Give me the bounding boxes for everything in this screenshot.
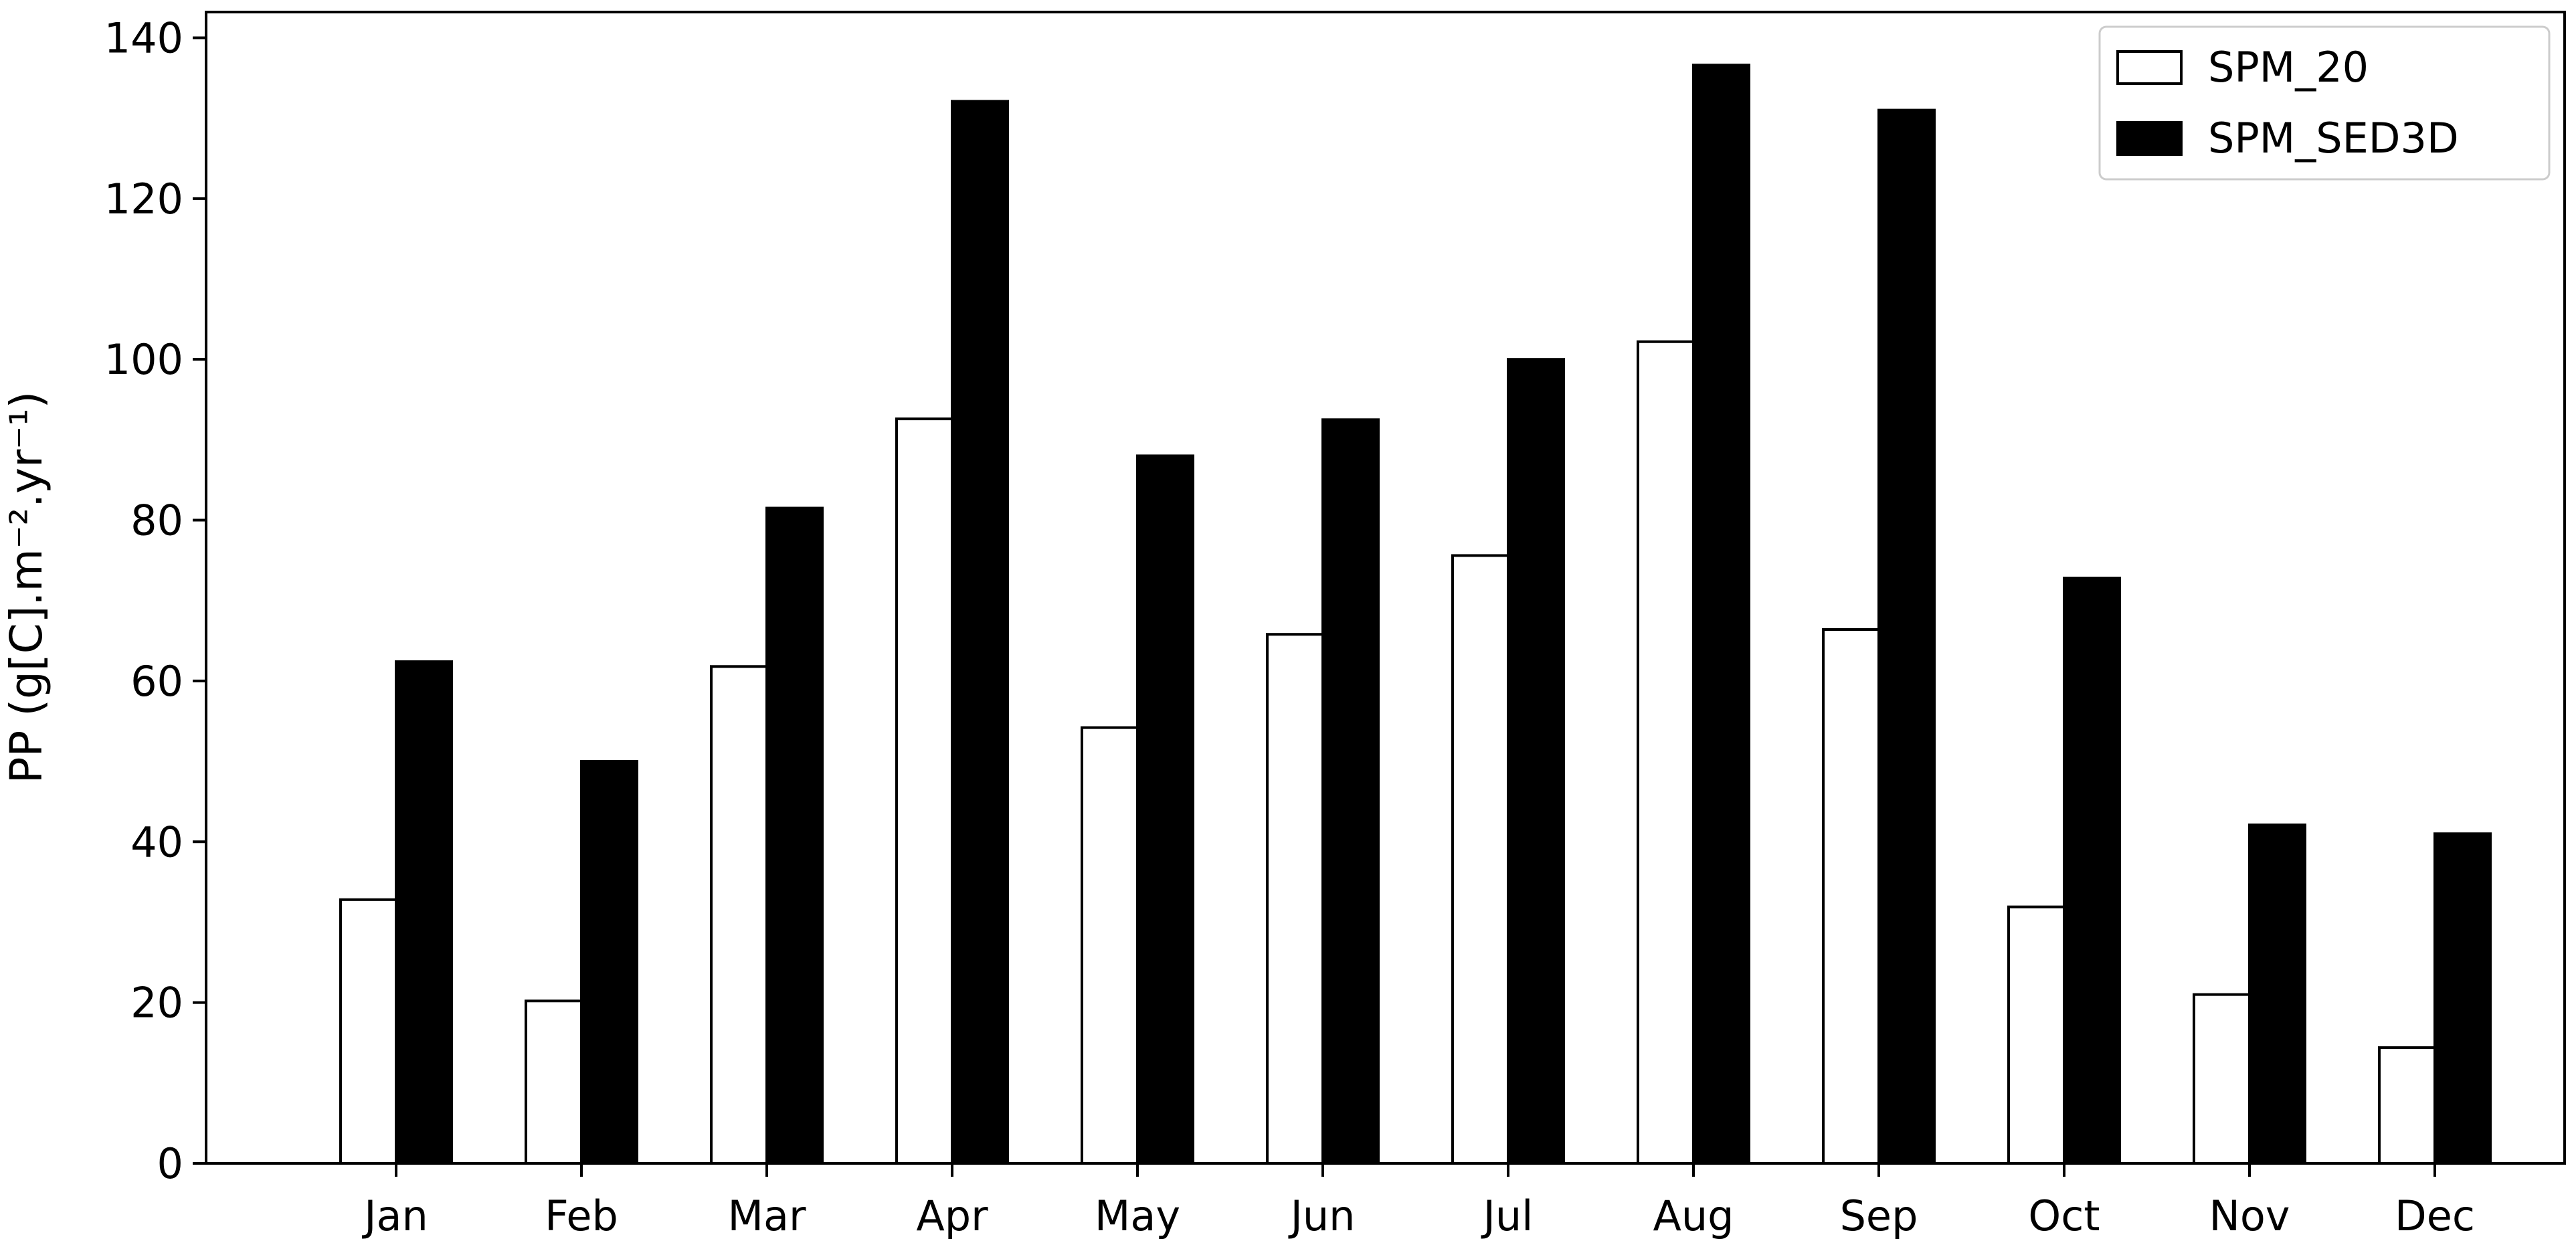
bar-spm-20-mar bbox=[710, 665, 768, 1165]
x-tick-label-jul: Jul bbox=[1481, 1191, 1534, 1240]
x-tick-label-jun: Jun bbox=[1288, 1191, 1356, 1240]
bar-spm-sed3d-nov bbox=[2248, 824, 2306, 1165]
y-axis-label: PP (g[C].m⁻².yr⁻¹) bbox=[1, 391, 52, 784]
bar-spm-sed3d-mar bbox=[765, 506, 824, 1165]
x-tick-label-feb: Feb bbox=[545, 1191, 618, 1240]
y-tick-label-120: 120 bbox=[104, 175, 183, 223]
bar-spm-sed3d-jan bbox=[395, 660, 453, 1165]
bar-spm-20-oct bbox=[2007, 905, 2065, 1165]
bar-spm-sed3d-dec bbox=[2433, 832, 2492, 1165]
bar-spm-20-apr bbox=[895, 417, 953, 1165]
legend: SPM_20 SPM_SED3D bbox=[2098, 25, 2551, 181]
x-tick-label-oct: Oct bbox=[2028, 1191, 2100, 1240]
x-tick-label-nov: Nov bbox=[2209, 1191, 2290, 1240]
bars-layer bbox=[339, 64, 2492, 1165]
bar-spm-20-jun bbox=[1266, 633, 1324, 1165]
legend-swatch-spm-sed3d bbox=[2116, 121, 2183, 156]
bar-spm-sed3d-may bbox=[1136, 454, 1194, 1165]
bar-spm-sed3d-feb bbox=[580, 760, 638, 1165]
bar-spm-20-jul bbox=[1451, 554, 1509, 1165]
bar-spm-sed3d-oct bbox=[2063, 577, 2121, 1165]
legend-frame bbox=[2098, 25, 2551, 181]
bar-spm-sed3d-jun bbox=[1321, 418, 1380, 1165]
x-tick-label-apr: Apr bbox=[916, 1191, 988, 1240]
x-tick-label-jan: Jan bbox=[361, 1191, 428, 1240]
y-tick-label-140: 140 bbox=[104, 13, 183, 62]
y-axis: 0 20 40 60 80 100 120 140 bbox=[104, 13, 206, 1188]
bar-spm-sed3d-jul bbox=[1507, 358, 1565, 1165]
plot-frame bbox=[205, 11, 2566, 1165]
bar-spm-20-jan bbox=[339, 898, 397, 1165]
x-tick-label-mar: Mar bbox=[728, 1191, 806, 1240]
legend-swatch-spm-20 bbox=[2116, 50, 2183, 85]
y-tick-label-40: 40 bbox=[130, 818, 183, 866]
y-tick-label-100: 100 bbox=[104, 335, 183, 384]
bar-spm-20-aug bbox=[1637, 340, 1695, 1165]
bar-spm-20-sep bbox=[1822, 628, 1880, 1165]
bar-spm-20-dec bbox=[2378, 1046, 2436, 1165]
y-tick-label-0: 0 bbox=[157, 1139, 183, 1188]
x-tick-label-aug: Aug bbox=[1653, 1191, 1734, 1240]
x-axis: Jan Feb Mar Apr May Jun Jul Aug Sep Oct Nov Dec bbox=[361, 1163, 2475, 1240]
bar-spm-sed3d-sep bbox=[1877, 108, 1936, 1165]
x-tick-label-dec: Dec bbox=[2395, 1191, 2475, 1240]
legend-label-spm-sed3d: SPM_SED3D bbox=[2208, 114, 2459, 163]
legend-label-spm-20: SPM_20 bbox=[2208, 43, 2369, 92]
y-tick-label-80: 80 bbox=[130, 496, 183, 545]
bar-spm-20-nov bbox=[2193, 993, 2251, 1165]
y-tick-label-60: 60 bbox=[130, 657, 183, 706]
bar-spm-sed3d-apr bbox=[951, 100, 1009, 1165]
bar-spm-20-feb bbox=[525, 999, 583, 1165]
y-tick-label-20: 20 bbox=[130, 979, 183, 1028]
x-tick-label-sep: Sep bbox=[1840, 1191, 1918, 1240]
bar-spm-sed3d-aug bbox=[1692, 64, 1750, 1165]
x-tick-label-may: May bbox=[1095, 1191, 1180, 1240]
bar-spm-20-may bbox=[1081, 726, 1139, 1165]
